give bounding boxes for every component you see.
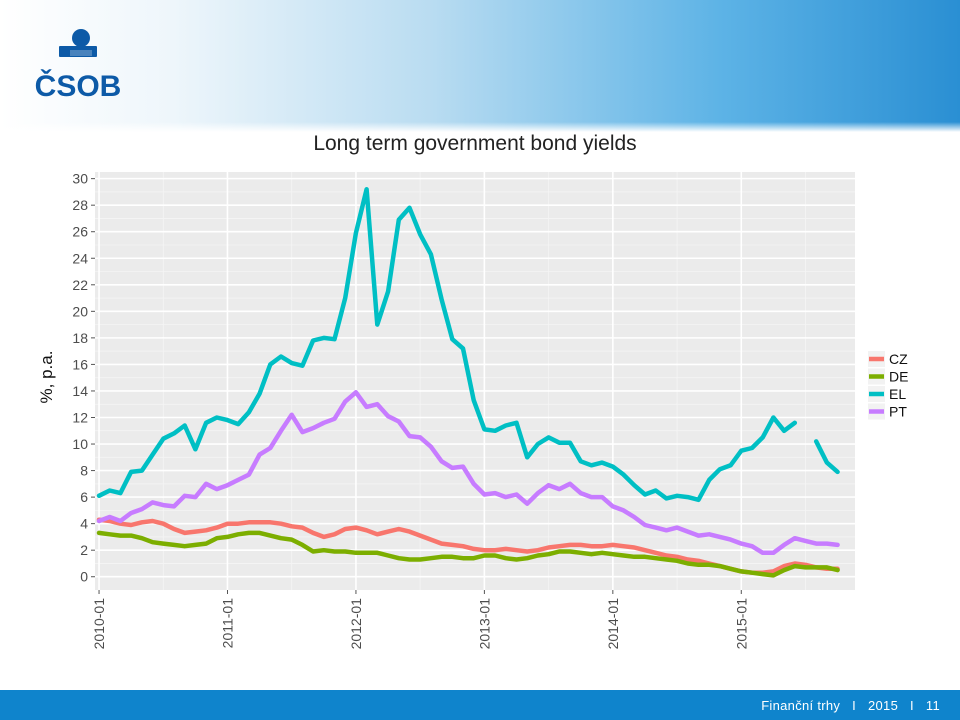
x-tick-label: 2010-01: [91, 598, 107, 650]
y-tick-label: 14: [72, 383, 88, 399]
legend-label-pt: PT: [889, 404, 907, 420]
series-line-pt: [96, 390, 840, 556]
y-tick-label: 28: [72, 197, 88, 213]
y-tick-label: 20: [72, 303, 88, 319]
x-tick-label: 2015-01: [733, 598, 749, 650]
footer-section: Finanční trhy: [761, 698, 841, 713]
footer-text: Finanční trhy I 2015 I 11: [761, 698, 940, 713]
plot-panel: [95, 172, 855, 590]
series-line-de: [96, 530, 840, 578]
footer-separator-2: I: [910, 698, 914, 713]
x-tick-label: 2014-01: [605, 598, 621, 650]
y-tick-label: 6: [80, 489, 88, 505]
header-band: [0, 0, 960, 132]
legend-label-de: DE: [889, 369, 908, 385]
y-tick-label: 16: [72, 356, 88, 372]
logo-text: ČSOB: [35, 69, 122, 103]
y-axis-label: %, p.a.: [37, 351, 56, 404]
x-tick-label: 2011-01: [219, 598, 235, 649]
chart-title: Long term government bond yields: [0, 132, 960, 156]
y-tick-label: 24: [72, 250, 88, 266]
legend-label-el: EL: [889, 386, 906, 402]
y-tick-label: 18: [72, 330, 88, 346]
csob-logo: ČSOB: [28, 26, 128, 104]
y-tick-label: 0: [80, 569, 88, 585]
y-tick-label: 30: [72, 171, 88, 187]
page-number: 11: [925, 698, 940, 713]
y-tick-label: 22: [72, 277, 88, 293]
y-tick-label: 12: [72, 409, 88, 425]
y-tick-label: 4: [80, 516, 88, 532]
footer-bar: Finanční trhy I 2015 I 11: [0, 690, 960, 720]
footer-separator-1: I: [852, 698, 857, 713]
chart-title-text: Long term government bond yields: [313, 132, 637, 155]
x-tick-label: 2013-01: [476, 598, 492, 650]
y-tick-label: 8: [80, 463, 88, 479]
y-tick-label: 26: [72, 224, 88, 240]
y-tick-label: 2: [80, 542, 88, 558]
footer-year: 2015: [868, 698, 899, 713]
series-line-el: [96, 187, 840, 503]
x-tick-label: 2012-01: [348, 598, 364, 650]
legend-label-cz: CZ: [889, 351, 908, 367]
y-tick-label: 10: [72, 436, 88, 452]
